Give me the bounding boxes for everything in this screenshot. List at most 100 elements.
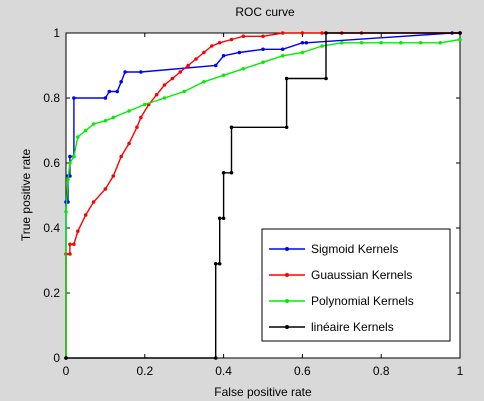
data-point — [68, 252, 72, 256]
x-tick-label: 0.6 — [294, 364, 311, 378]
legend-item: Polynomial Kernels — [269, 294, 414, 308]
data-point — [217, 216, 222, 221]
data-point — [119, 79, 123, 84]
data-point — [209, 44, 214, 48]
data-point — [229, 170, 234, 175]
data-point — [221, 216, 226, 221]
data-point — [458, 31, 462, 35]
data-point — [111, 174, 116, 178]
legend-label: Guaussian Kernels — [311, 268, 412, 282]
x-tick-label: 0 — [63, 364, 70, 378]
data-point — [241, 66, 246, 71]
legend-label: Polynomial Kernels — [311, 294, 414, 308]
data-point — [72, 96, 76, 100]
data-point — [91, 200, 96, 204]
data-point — [64, 209, 68, 214]
data-point — [300, 50, 305, 55]
data-point — [320, 31, 324, 35]
data-point — [115, 89, 120, 94]
data-point — [139, 115, 143, 120]
y-tick-label: 0.4 — [43, 221, 60, 235]
data-point — [127, 141, 131, 146]
data-point — [340, 40, 344, 45]
data-point — [83, 128, 88, 133]
legend-marker — [285, 273, 289, 277]
data-point — [135, 125, 139, 130]
data-point — [170, 76, 175, 81]
legend-marker — [285, 299, 289, 303]
data-point — [182, 89, 186, 94]
data-point — [111, 115, 116, 120]
data-point — [379, 40, 384, 45]
y-tick-label: 0.6 — [43, 156, 60, 170]
chart-title: ROC curve — [235, 5, 295, 19]
data-point — [438, 40, 443, 45]
data-point — [178, 70, 183, 74]
data-point — [300, 40, 305, 45]
data-point — [103, 187, 108, 191]
data-point — [399, 40, 403, 45]
data-point — [123, 70, 127, 74]
data-point — [83, 213, 88, 217]
data-point — [139, 70, 143, 74]
data-point — [76, 135, 80, 139]
series-line — [65, 38, 461, 358]
data-point — [162, 83, 167, 87]
data-point — [91, 122, 96, 126]
data-point — [162, 96, 167, 100]
data-point — [213, 356, 218, 360]
data-point — [320, 44, 324, 48]
data-point — [359, 40, 364, 45]
legend-marker — [285, 325, 289, 329]
data-point — [221, 73, 226, 78]
data-point — [68, 161, 72, 165]
legend-label: linéaire Kernels — [311, 320, 394, 334]
y-tick-label: 0.2 — [43, 286, 60, 300]
y-axis-label: True positive rate — [19, 149, 33, 242]
data-point — [280, 53, 285, 58]
data-point — [127, 109, 131, 113]
data-point — [221, 53, 226, 58]
data-point — [194, 57, 198, 61]
data-point — [103, 118, 108, 123]
legend-item: Guaussian Kernels — [269, 268, 412, 282]
data-point — [229, 125, 234, 130]
data-point — [217, 40, 222, 45]
data-point — [72, 242, 76, 247]
tick-layer: 0 0.2 0.4 0.6 0.8 1 0 0.2 0.4 0.6 0.8 1 — [43, 26, 463, 378]
data-point — [66, 177, 70, 182]
data-point — [284, 76, 289, 81]
y-tick-label: 0.8 — [43, 91, 60, 105]
x-axis-label: False positive rate — [214, 385, 312, 399]
legend-box — [261, 228, 451, 342]
data-point — [119, 154, 123, 159]
data-point — [202, 79, 206, 84]
data-point — [241, 34, 246, 39]
y-tick-label: 1 — [53, 26, 60, 40]
data-point — [64, 356, 68, 360]
series-layer — [64, 31, 462, 360]
x-tick-label: 0.4 — [215, 364, 232, 378]
data-point — [458, 37, 462, 42]
data-point — [202, 50, 206, 55]
data-point — [418, 40, 423, 45]
x-tick-label: 0.2 — [136, 364, 153, 378]
legend: Sigmoid Kernels Guaussian Kernels Polynomi… — [261, 228, 451, 342]
data-point — [186, 63, 190, 68]
data-point — [237, 50, 242, 55]
data-point — [284, 125, 289, 130]
data-point — [221, 170, 226, 175]
data-point — [300, 31, 305, 35]
data-point — [154, 92, 159, 97]
data-point — [280, 47, 285, 52]
data-point — [72, 154, 76, 159]
legend-item: Sigmoid Kernels — [269, 242, 398, 256]
data-point — [229, 37, 234, 42]
legend-marker — [285, 247, 289, 251]
data-point — [261, 47, 265, 52]
data-point — [76, 229, 80, 234]
y-tick-label: 0 — [53, 351, 60, 365]
x-tick-label: 0.8 — [373, 364, 390, 378]
data-point — [68, 154, 72, 159]
data-point — [324, 31, 328, 35]
